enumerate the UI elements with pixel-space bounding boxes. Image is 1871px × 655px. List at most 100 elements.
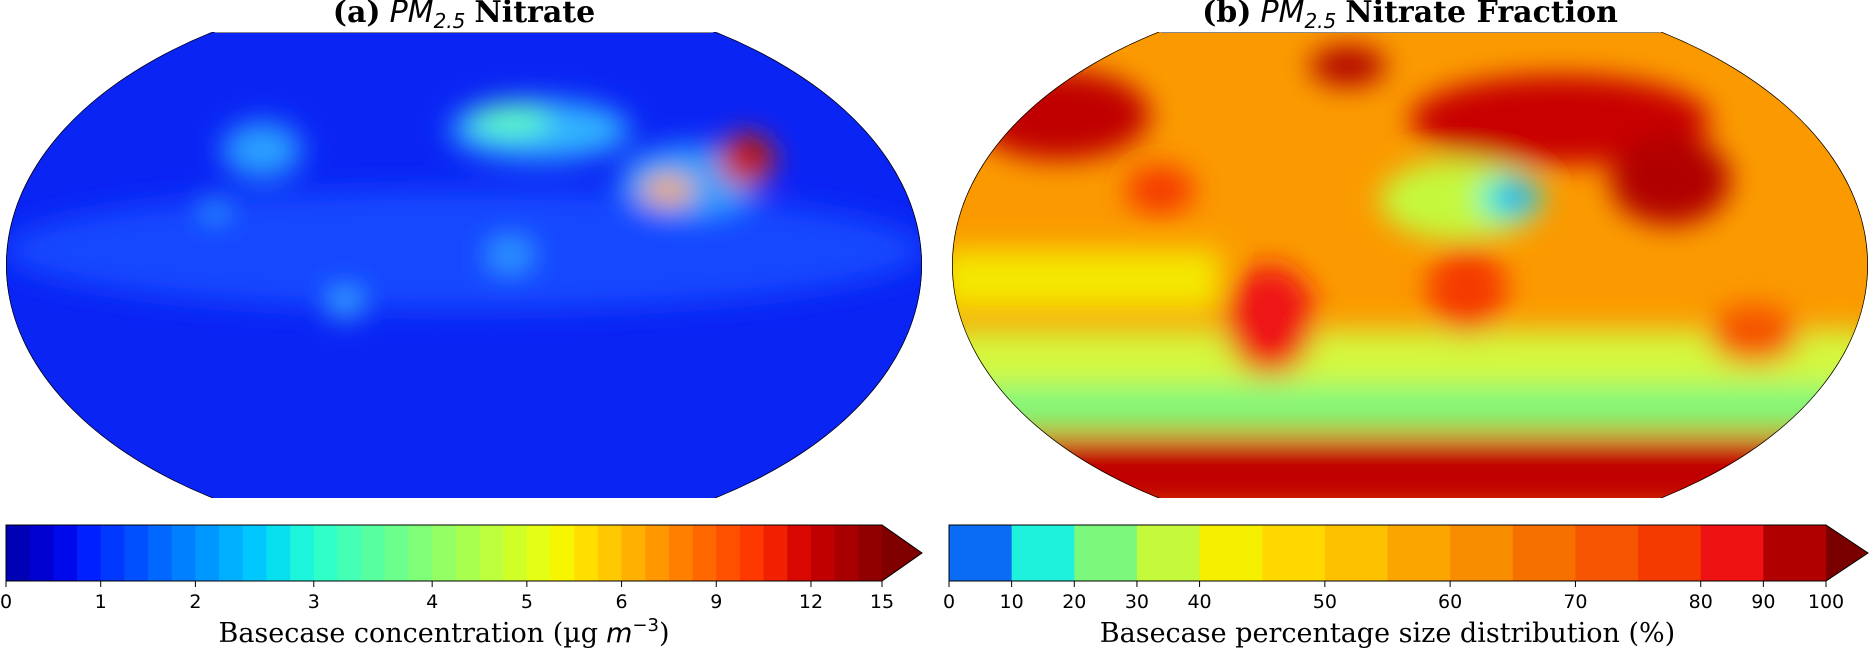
- field-blob: [470, 104, 550, 136]
- colorbar-frame: [948, 524, 1869, 582]
- field-band: [952, 250, 1220, 310]
- tick-label: 12: [799, 591, 823, 613]
- colorbar-extend: [1826, 525, 1868, 581]
- tick-label: 90: [1751, 591, 1775, 613]
- tick-label: 2: [189, 591, 201, 613]
- field-blob: [642, 176, 694, 204]
- colorbar-segment: [1575, 525, 1639, 581]
- field-blob: [207, 200, 223, 216]
- map-b: [952, 32, 1868, 498]
- field-blob: [488, 239, 532, 271]
- colorbar-segment: [432, 525, 457, 581]
- field-blob: [1410, 75, 1710, 165]
- field-band: [6, 190, 922, 310]
- colorbar-segment: [455, 525, 481, 581]
- tick-label: 50: [1313, 591, 1337, 613]
- colorbar-segment: [1763, 525, 1827, 581]
- field-band: [952, 440, 1868, 498]
- colorbar-segment: [739, 525, 765, 581]
- colorbar-segment: [716, 525, 741, 581]
- colorbar-segment: [1638, 525, 1702, 581]
- field-blob: [331, 291, 359, 319]
- colorbar-segment: [810, 525, 836, 581]
- colorbar-segment: [1199, 525, 1263, 581]
- label-close: ): [659, 618, 670, 649]
- colorbar-segment: [124, 525, 149, 581]
- colorbar-segment: [384, 525, 409, 581]
- colorbar-label: Basecase concentration (µg m−3): [218, 615, 669, 649]
- field-blob: [1499, 186, 1531, 210]
- colorbar-segment: [1324, 525, 1388, 581]
- field-blob: [222, 122, 302, 178]
- colorbar: 0 10 20 30 40 50 60 70 80 90 100 Basecase percentag…: [943, 524, 1869, 649]
- title-subscript: 2.5: [434, 9, 466, 33]
- title-species: PM: [1260, 0, 1304, 30]
- title-name: Nitrate Fraction: [1345, 0, 1618, 30]
- colorbar-segment: [408, 525, 433, 581]
- colorbar-segment: [290, 525, 315, 581]
- colorbar-segment: [195, 525, 220, 581]
- colorbar-segment: [1512, 525, 1576, 581]
- tick-label: 4: [426, 591, 438, 613]
- tick-label: 0: [0, 591, 12, 613]
- title-label: (a): [333, 0, 381, 30]
- colorbar-segment: [1074, 525, 1138, 581]
- tick-label: 6: [616, 591, 628, 613]
- colorbar-segment: [29, 525, 54, 581]
- field-blob: [1427, 245, 1507, 335]
- colorbar-segment: [266, 525, 291, 581]
- colorbar-segment: [503, 525, 528, 581]
- colorbar-segment: [361, 525, 386, 581]
- tick-label: 9: [710, 591, 722, 613]
- colorbar-segment: [219, 525, 244, 581]
- title-name: Nitrate: [474, 0, 595, 30]
- colorbar-segment: [1011, 525, 1075, 581]
- tick-label: 15: [870, 591, 894, 613]
- colorbar-segment: [1136, 525, 1201, 581]
- colorbar-segment: [171, 525, 196, 581]
- tick-label: 10: [1000, 591, 1024, 613]
- field-blob: [970, 70, 1150, 160]
- colorbar-label: Basecase percentage size distribution (%…: [1100, 618, 1675, 649]
- tick-label: 1: [95, 591, 107, 613]
- tick-label: 70: [1563, 591, 1587, 613]
- title-subscript: 2.5: [1304, 9, 1336, 33]
- tick-label: 20: [1062, 591, 1086, 613]
- colorbar-segment: [242, 525, 267, 581]
- colorbar-segment: [574, 525, 599, 581]
- tick-label: 60: [1438, 591, 1462, 613]
- field-blob: [1125, 165, 1195, 215]
- colorbar-segment: [53, 525, 78, 581]
- field-band: [952, 385, 1868, 430]
- colorbar-extend: [882, 525, 922, 581]
- colorbar-segment: [100, 525, 125, 581]
- colorbar-segment: [949, 525, 1013, 581]
- field-blob: [1709, 304, 1799, 364]
- label-exponent: −3: [632, 615, 659, 636]
- fraction-field: [952, 46, 1868, 498]
- tick-label: 40: [1187, 591, 1211, 613]
- colorbar-segment: [763, 525, 788, 581]
- colorbar-frame: [5, 524, 923, 582]
- colorbar-segment: [337, 525, 362, 581]
- colorbar-segment: [621, 525, 646, 581]
- colorbar-segment: [1450, 525, 1514, 581]
- label-unit: m: [606, 618, 632, 649]
- colorbar-segment: [148, 525, 173, 581]
- colorbar-segment: [597, 525, 623, 581]
- title-label: (b): [1202, 0, 1251, 30]
- colorbar-segment: [645, 525, 670, 581]
- colorbar-segment: [858, 525, 883, 581]
- colorbar-segment: [313, 525, 338, 581]
- field-blob: [734, 148, 758, 172]
- label-text: Basecase concentration (µg: [218, 618, 598, 649]
- colorbar-segment: [1262, 525, 1326, 581]
- colorbar-segment: [1387, 525, 1451, 581]
- colorbar-segment: [479, 525, 504, 581]
- colorbar-segment: [526, 525, 552, 581]
- label-text: Basecase percentage size distribution (%…: [1100, 618, 1675, 649]
- colorbar-segment: [668, 525, 694, 581]
- field-blob: [1610, 135, 1730, 225]
